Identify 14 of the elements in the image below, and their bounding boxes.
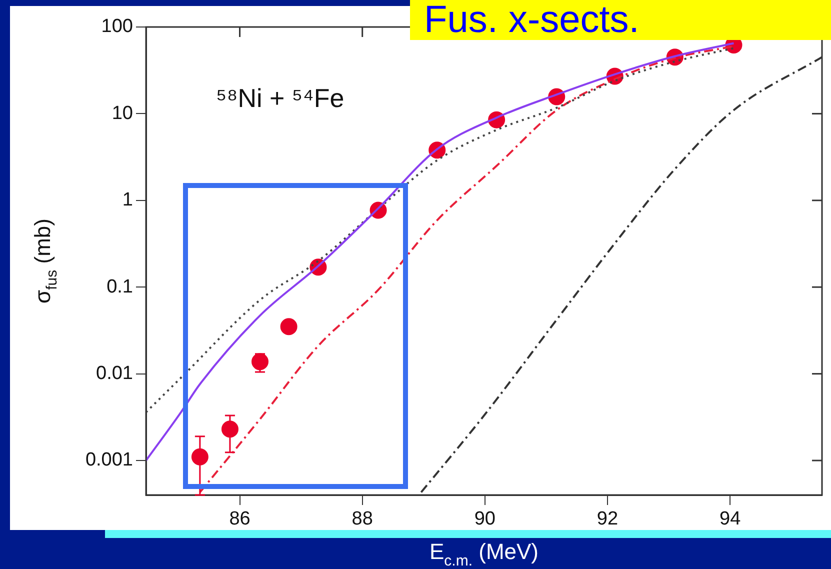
y-tick-label: 1 [122, 190, 133, 211]
y-tick-label: 0.1 [106, 276, 133, 298]
annotation: ⁵⁸Ni + ⁵⁴Fe [216, 83, 344, 113]
y-tick-label: 0.01 [96, 363, 133, 384]
point [280, 318, 298, 336]
x-tick-label: 86 [229, 508, 250, 530]
x-tick-label: 90 [474, 508, 496, 530]
y-tick-label: 10 [112, 102, 133, 124]
x-tick-label: 92 [596, 508, 618, 530]
x-tick-label: 94 [720, 508, 742, 530]
y-tick-label: 100 [101, 16, 133, 38]
x-tick-label: 88 [352, 508, 373, 530]
y-tick-label: 0.001 [85, 450, 133, 471]
y-axis-title: σfus (mb) [30, 218, 61, 304]
